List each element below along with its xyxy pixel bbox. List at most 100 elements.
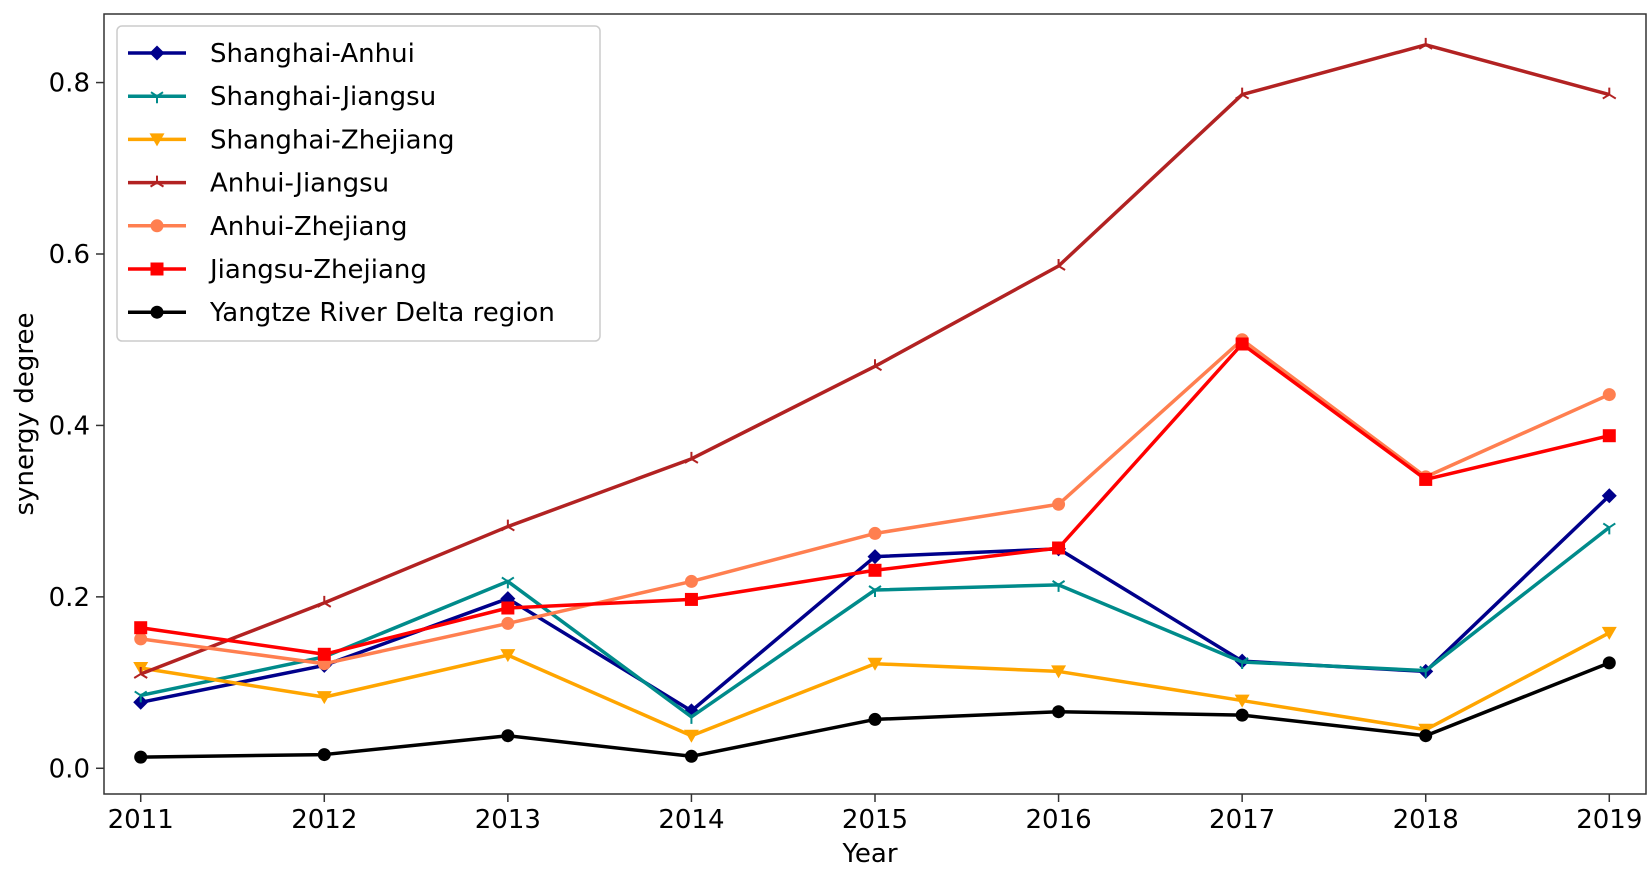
data-point-anhui-jiangsu-2012 <box>317 595 332 608</box>
legend-label: Shanghai-Jiangsu <box>210 82 436 112</box>
legend-entry-yangtze-river-delta-region: Yangtze River Delta region <box>128 298 555 328</box>
data-point-shanghai-zhejiang-2016 <box>1051 665 1067 679</box>
legend-label: Anhui-Zhejiang <box>210 212 407 242</box>
data-point-jiangsu-zhejiang-2017 <box>1235 337 1249 351</box>
legend-label: Shanghai-Anhui <box>210 39 415 69</box>
data-point-jiangsu-zhejiang-2016 <box>1052 541 1066 555</box>
series-anhui-jiangsu <box>133 37 1617 679</box>
x-tick-label: 2013 <box>475 805 541 835</box>
y-tick-label: 0.0 <box>49 754 90 784</box>
data-point-jiangsu-zhejiang-2018 <box>1419 472 1433 486</box>
data-point-anhui-zhejiang-2013 <box>501 616 515 630</box>
data-point-yangtze-river-delta-region-2017 <box>1235 708 1249 722</box>
data-point-jiangsu-zhejiang-2015 <box>868 563 882 577</box>
data-point-anhui-jiangsu-2016 <box>1051 259 1066 271</box>
data-point-yangtze-river-delta-region-2011 <box>134 750 148 764</box>
data-point-jiangsu-zhejiang-2013 <box>501 601 515 615</box>
data-point-jiangsu-zhejiang-2011 <box>134 621 148 635</box>
legend-label: Jiangsu-Zhejiang <box>208 255 427 285</box>
series-shanghai-anhui <box>133 488 1617 719</box>
data-point-anhui-jiangsu-2018 <box>1418 37 1433 50</box>
data-point-anhui-zhejiang-2011 <box>134 632 148 646</box>
data-point-shanghai-zhejiang-2013 <box>500 649 516 663</box>
x-tick-label: 2011 <box>108 805 174 835</box>
legend-marker <box>150 262 164 276</box>
y-tick-label: 0.8 <box>49 69 90 99</box>
data-point-shanghai-zhejiang-2017 <box>1234 694 1250 708</box>
legend-marker <box>150 91 164 104</box>
data-point-anhui-jiangsu-2015 <box>867 359 883 372</box>
legend-entry-shanghai-jiangsu: Shanghai-Jiangsu <box>128 82 436 112</box>
data-point-jiangsu-zhejiang-2019 <box>1602 429 1616 443</box>
data-point-anhui-zhejiang-2019 <box>1602 388 1616 402</box>
data-point-jiangsu-zhejiang-2012 <box>317 647 331 661</box>
data-point-anhui-jiangsu-2019 <box>1602 87 1617 100</box>
data-point-shanghai-jiangsu-2017 <box>1235 657 1249 669</box>
legend: Shanghai-Anhui Shanghai-Jiangsu Shanghai-Z… <box>116 25 601 342</box>
data-point-anhui-jiangsu-2014 <box>684 451 699 464</box>
x-tick-label: 2016 <box>1025 805 1091 835</box>
data-point-shanghai-jiangsu-2014 <box>684 712 698 724</box>
x-tick-label: 2014 <box>658 805 724 835</box>
data-point-anhui-jiangsu-2013 <box>500 519 515 532</box>
y-tick-label: 0.6 <box>49 240 90 270</box>
data-point-yangtze-river-delta-region-2015 <box>868 712 882 726</box>
plot-area <box>133 37 1617 764</box>
x-tick-label: 2018 <box>1393 805 1459 835</box>
series-line-yangtze-river-delta-region <box>140 661 1610 759</box>
axes: 2011 2012 2013 2014 2015 2016 2017 2018 2019 0.0 0… <box>10 13 1647 869</box>
data-point-anhui-jiangsu-2017 <box>1235 87 1250 100</box>
data-point-yangtze-river-delta-region-2012 <box>317 748 331 762</box>
y-axis-title: synergy degree <box>10 313 40 516</box>
legend-label: Shanghai-Zhejiang <box>210 125 455 155</box>
data-point-anhui-zhejiang-2014 <box>684 574 698 588</box>
data-point-yangtze-river-delta-region-2013 <box>501 729 515 743</box>
legend-marker <box>149 133 165 147</box>
data-point-anhui-zhejiang-2016 <box>1052 497 1066 511</box>
series-anhui-zhejiang <box>134 333 1616 671</box>
data-point-yangtze-river-delta-region-2019 <box>1602 656 1616 670</box>
legend-label: Yangtze River Delta region <box>209 298 555 328</box>
x-tick-label: 2019 <box>1576 805 1642 835</box>
series-yangtze-river-delta-region <box>134 656 1616 764</box>
legend-marker <box>149 175 165 188</box>
data-point-shanghai-anhui-2015 <box>867 549 883 565</box>
data-point-shanghai-jiangsu-2011 <box>134 690 148 703</box>
legend-entry-anhui-jiangsu: Anhui-Jiangsu <box>128 169 389 199</box>
data-point-shanghai-zhejiang-2014 <box>683 729 699 743</box>
series-line-jiangsu-zhejiang <box>140 342 1610 657</box>
data-point-yangtze-river-delta-region-2016 <box>1052 705 1066 719</box>
legend-label: Anhui-Jiangsu <box>210 169 389 199</box>
data-point-shanghai-zhejiang-2019 <box>1601 626 1617 640</box>
x-tick-label: 2017 <box>1209 805 1275 835</box>
x-axis-title: Year <box>841 839 897 869</box>
data-point-jiangsu-zhejiang-2014 <box>684 592 698 606</box>
data-point-anhui-jiangsu-2011 <box>133 667 148 679</box>
data-point-yangtze-river-delta-region-2018 <box>1419 729 1433 743</box>
data-point-shanghai-jiangsu-2018 <box>1419 665 1433 678</box>
legend-entry-shanghai-anhui: Shanghai-Anhui <box>128 39 415 69</box>
y-tick-label: 0.4 <box>49 411 90 441</box>
data-point-shanghai-jiangsu-2016 <box>1052 580 1066 592</box>
series-jiangsu-zhejiang <box>134 337 1616 661</box>
data-point-shanghai-anhui-2019 <box>1601 488 1617 504</box>
data-point-shanghai-jiangsu-2013 <box>501 576 515 589</box>
data-point-yangtze-river-delta-region-2014 <box>684 749 698 763</box>
legend-marker <box>150 305 164 319</box>
data-point-anhui-zhejiang-2015 <box>868 526 882 540</box>
legend-entry-anhui-zhejiang: Anhui-Zhejiang <box>128 212 407 242</box>
data-point-shanghai-jiangsu-2019 <box>1602 522 1616 535</box>
legend-entry-jiangsu-zhejiang: Jiangsu-Zhejiang <box>128 255 427 285</box>
data-point-shanghai-zhejiang-2012 <box>316 691 332 705</box>
legend-box <box>116 25 601 342</box>
series-line-anhui-zhejiang <box>140 337 1611 666</box>
data-point-shanghai-zhejiang-2015 <box>867 657 883 671</box>
x-tick-label: 2015 <box>842 805 908 835</box>
legend-marker <box>149 45 165 61</box>
x-tick-label: 2012 <box>291 805 357 835</box>
y-tick-label: 0.2 <box>49 583 90 613</box>
legend-marker <box>150 219 164 233</box>
data-point-shanghai-jiangsu-2015 <box>868 585 882 597</box>
legend-entry-shanghai-zhejiang: Shanghai-Zhejiang <box>128 125 455 155</box>
